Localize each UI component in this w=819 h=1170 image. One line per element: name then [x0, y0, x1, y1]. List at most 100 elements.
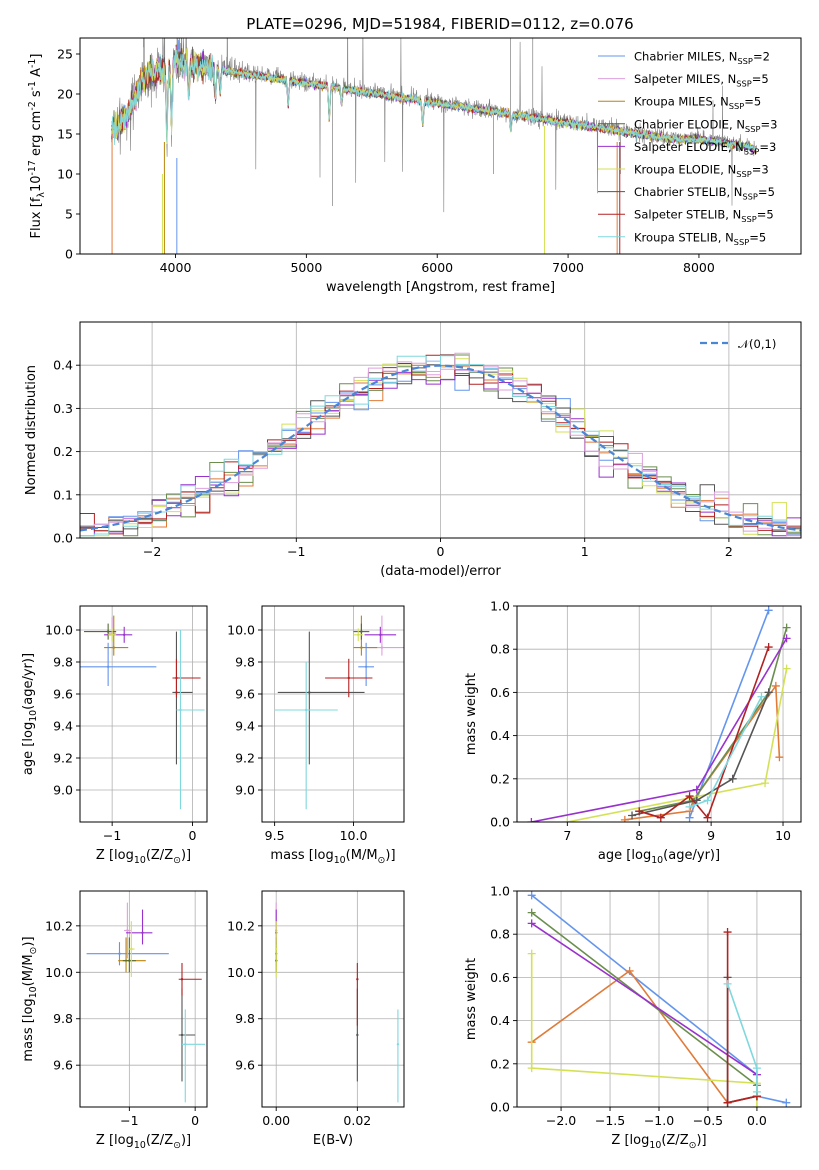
weight_vs_Z-ytick-label-2: 0.4 — [490, 1013, 510, 1028]
mass_vs_Z-point-3 — [128, 959, 131, 962]
residuals-ytick-label-4: 0.4 — [53, 358, 73, 373]
age_vs_mass-point-2 — [360, 646, 363, 649]
spectrum-legend-label-4: Salpeter ELODIE, NSSP=3 — [634, 140, 776, 156]
weight_vs_age-series-7-marker-2 — [757, 692, 766, 701]
residuals-panel: −2 −1 0 1 2 0.0 0.1 0.2 0.3 0.4 (data-model)/error… — [24, 321, 802, 579]
mass_vs_EBV-panel: 0.00 0.02 9.6 9.8 10.0 10.2 E(B-V) — [227, 890, 405, 1148]
weight_vs_age-panel: 7 8 9 10 0.0 0.2 0.4 0.6 0.8 1.0 age [log10(age/yr… — [464, 599, 802, 866]
weight_vs_age-ytick-label-5: 1.0 — [490, 599, 510, 614]
spectrum-xtick-label-0: 4000 — [160, 260, 192, 275]
residuals-xtick-label-0: −2 — [143, 544, 161, 559]
mass_vs_EBV-point-6 — [356, 1033, 359, 1037]
age_vs_Z-ylabel: age [log10(age/yr)] — [21, 653, 39, 775]
spectrum-panel: 4000 5000 6000 7000 8000 0 5 10 15 20 25 wavelength… — [27, 37, 802, 295]
spectrum-legend-label-3: Chabrier ELODIE, NSSP=3 — [634, 117, 777, 133]
weight_vs_age-series-1-marker-3 — [771, 681, 780, 690]
weight_vs_age-series-6-marker-2 — [685, 792, 694, 801]
residuals-ytick-label-1: 0.1 — [53, 487, 73, 502]
age_vs_Z-point-8 — [179, 708, 182, 712]
weight_vs_age-series-5-marker-2 — [728, 774, 737, 783]
residuals-xtick-label-2: 0 — [437, 544, 445, 559]
weight_vs_age-series-2 — [639, 627, 788, 812]
mass_vs_Z-ylabel: mass [log10(M/M⊙)] — [21, 936, 39, 1061]
weight_vs_Z-series-4-marker-1 — [527, 1064, 536, 1073]
age_vs_mass-panel: 9.5 10.0 9.0 9.2 9.4 9.6 9.8 10.0 mass [log10(M/… — [227, 605, 405, 866]
age_vs_mass-xlabel: mass [log10(M/M⊙)] — [270, 848, 395, 866]
mass_vs_Z-ytick-label-2: 10.0 — [45, 965, 73, 980]
residuals-legend-label: 𝒩(0,1) — [738, 337, 776, 351]
weight_vs_Z-ytick-label-0: 0.0 — [490, 1100, 510, 1115]
mass_vs_EBV-point-5 — [275, 947, 278, 951]
weight_vs_age-series-5 — [631, 692, 770, 817]
residuals-histogram-3 — [80, 364, 801, 538]
weight_vs_age-xlabel: age [log10(age/yr)] — [598, 848, 720, 866]
spectrum-ytick-label-1: 5 — [65, 207, 73, 222]
mass_vs_EBV-point-7 — [356, 978, 359, 981]
mass_vs_EBV-xlabel: E(B-V) — [313, 1133, 353, 1148]
residuals-ytick-label-3: 0.3 — [53, 401, 73, 416]
spectrum-ytick-label-2: 10 — [57, 167, 73, 182]
mass_vs_Z-xtick-label-0: −1 — [120, 1113, 138, 1128]
weight_vs_age-ytick-label-1: 0.2 — [490, 771, 510, 786]
spectrum-model-line-8 — [111, 49, 757, 152]
weight_vs_age-series-6-marker-0 — [635, 807, 644, 816]
weight_vs_Z-series-0-marker-3 — [782, 1098, 791, 1107]
weight_vs_Z-series-2-marker-0 — [527, 908, 536, 917]
weight_vs_age-series-5-marker-0 — [628, 811, 637, 820]
age_vs_Z-ytick-label-3: 9.6 — [53, 687, 73, 702]
age_vs_Z-xtick-label-0: −1 — [103, 828, 121, 843]
age_vs_Z-xtick-label-1: 0 — [189, 828, 197, 843]
age_vs_Z-ytick-label-5: 10.0 — [45, 623, 73, 638]
weight_vs_Z-series-1-marker-1 — [625, 966, 634, 975]
mass_vs_EBV-frame — [261, 890, 405, 1108]
weight_vs_Z-panel: −2.0 −1.5 −1.0 −0.5 0.0 0.0 0.2 0.4 0.6 0.8 1.0 Z [… — [464, 884, 802, 1151]
residuals-gaussian-curve — [80, 364, 801, 532]
age_vs_Z-frame — [79, 605, 208, 823]
weight_vs_age-series-2-marker-3 — [782, 623, 791, 632]
mass_vs_Z-point-5 — [130, 947, 133, 951]
weight_vs_Z-series-7-marker-0 — [723, 979, 732, 988]
age_vs_Z-ytick-label-4: 9.8 — [53, 655, 73, 670]
residuals-xlabel: (data-model)/error — [380, 564, 501, 579]
weight_vs_Z-ytick-label-3: 0.6 — [490, 970, 510, 985]
age_vs_mass-point-4 — [379, 633, 382, 636]
weight_vs_age-series-3-marker-0 — [527, 818, 536, 822]
age_vs_mass-point-3 — [360, 630, 363, 633]
age_vs_mass-ytick-label-1: 9.2 — [235, 751, 255, 766]
age_vs_mass-ytick-label-0: 9.0 — [235, 783, 255, 798]
age_vs_mass-ytick-label-5: 10.0 — [227, 623, 255, 638]
weight_vs_age-frame — [516, 605, 802, 823]
mass_vs_Z-xtick-label-1: 0 — [191, 1113, 199, 1128]
weight_vs_age-series-3-marker-1 — [692, 785, 701, 794]
residuals-plot-area — [80, 352, 801, 538]
mass_vs_Z-panel: −1 0 9.6 9.8 10.0 10.2 Z [log10(Z/Z⊙)] mass [lo… — [21, 890, 208, 1151]
spectrum-xtick-label-1: 5000 — [290, 260, 322, 275]
weight_vs_Z-series-6-marker-1 — [723, 1098, 732, 1107]
age_vs_Z-plot-area — [80, 615, 205, 810]
mass_vs_EBV-xtick-label-1: 0.02 — [343, 1113, 371, 1128]
weight_vs_Z-series-3 — [531, 922, 758, 1076]
weight_vs_age-plot-area — [527, 606, 791, 822]
weight_vs_age-series-5-marker-3 — [764, 688, 773, 697]
weight_vs_Z-xtick-label-0: −2.0 — [546, 1113, 576, 1128]
mass_vs_EBV-ytick-label-0: 9.6 — [235, 1058, 255, 1073]
weight_vs_Z-ytick-label-4: 0.8 — [490, 927, 510, 942]
age_vs_Z-point-5 — [110, 633, 114, 636]
mass_vs_EBV-point-8 — [396, 1043, 400, 1046]
weight_vs_age-ytick-label-0: 0.0 — [490, 815, 510, 830]
age_vs_Z-point-7 — [175, 676, 178, 680]
mass_vs_Z-frame — [79, 890, 208, 1108]
weight_vs_Z-xtick-label-4: 0.0 — [747, 1113, 767, 1128]
mass_vs_EBV-ytick-label-3: 10.2 — [227, 918, 255, 933]
weight_vs_age-ytick-label-3: 0.6 — [490, 685, 510, 700]
spectrum-ytick-label-3: 15 — [57, 127, 73, 142]
spectrum-legend-label-5: Kroupa ELODIE, NSSP=3 — [634, 163, 769, 179]
weight_vs_Z-series-3-marker-0 — [527, 919, 536, 928]
spectrum-xtick-label-3: 7000 — [552, 260, 584, 275]
spectrum-legend-label-0: Chabrier MILES, NSSP=2 — [634, 50, 770, 66]
spectrum-legend: Chabrier MILES, NSSP=2 Salpeter MILES, NS… — [598, 50, 777, 247]
residuals-ytick-label-2: 0.2 — [53, 444, 73, 459]
mass_vs_Z-point-1 — [126, 929, 129, 932]
spectrum-xtick-label-2: 6000 — [421, 260, 453, 275]
mass_vs_Z-point-4 — [141, 931, 144, 935]
